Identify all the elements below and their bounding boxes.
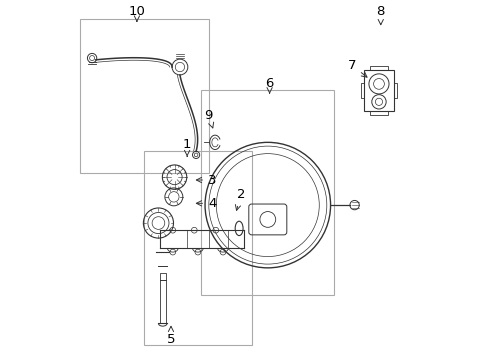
Bar [369, 111, 387, 114]
Text: 8: 8 [376, 5, 384, 25]
Text: 7: 7 [347, 59, 366, 77]
Text: 3: 3 [196, 174, 216, 186]
Bar [80, 19, 208, 173]
Text: 2: 2 [235, 188, 244, 210]
Bar [144, 151, 251, 345]
Text: 6: 6 [265, 77, 273, 93]
Text: 4: 4 [196, 197, 216, 210]
Text: 9: 9 [204, 109, 213, 128]
Text: 10: 10 [128, 5, 145, 21]
Bar [393, 83, 396, 98]
Bar [369, 66, 387, 70]
Bar [363, 70, 393, 111]
Text: 5: 5 [166, 326, 175, 346]
Bar [360, 83, 363, 98]
Bar [159, 273, 165, 323]
Text: 1: 1 [183, 138, 191, 156]
Bar [201, 90, 333, 295]
